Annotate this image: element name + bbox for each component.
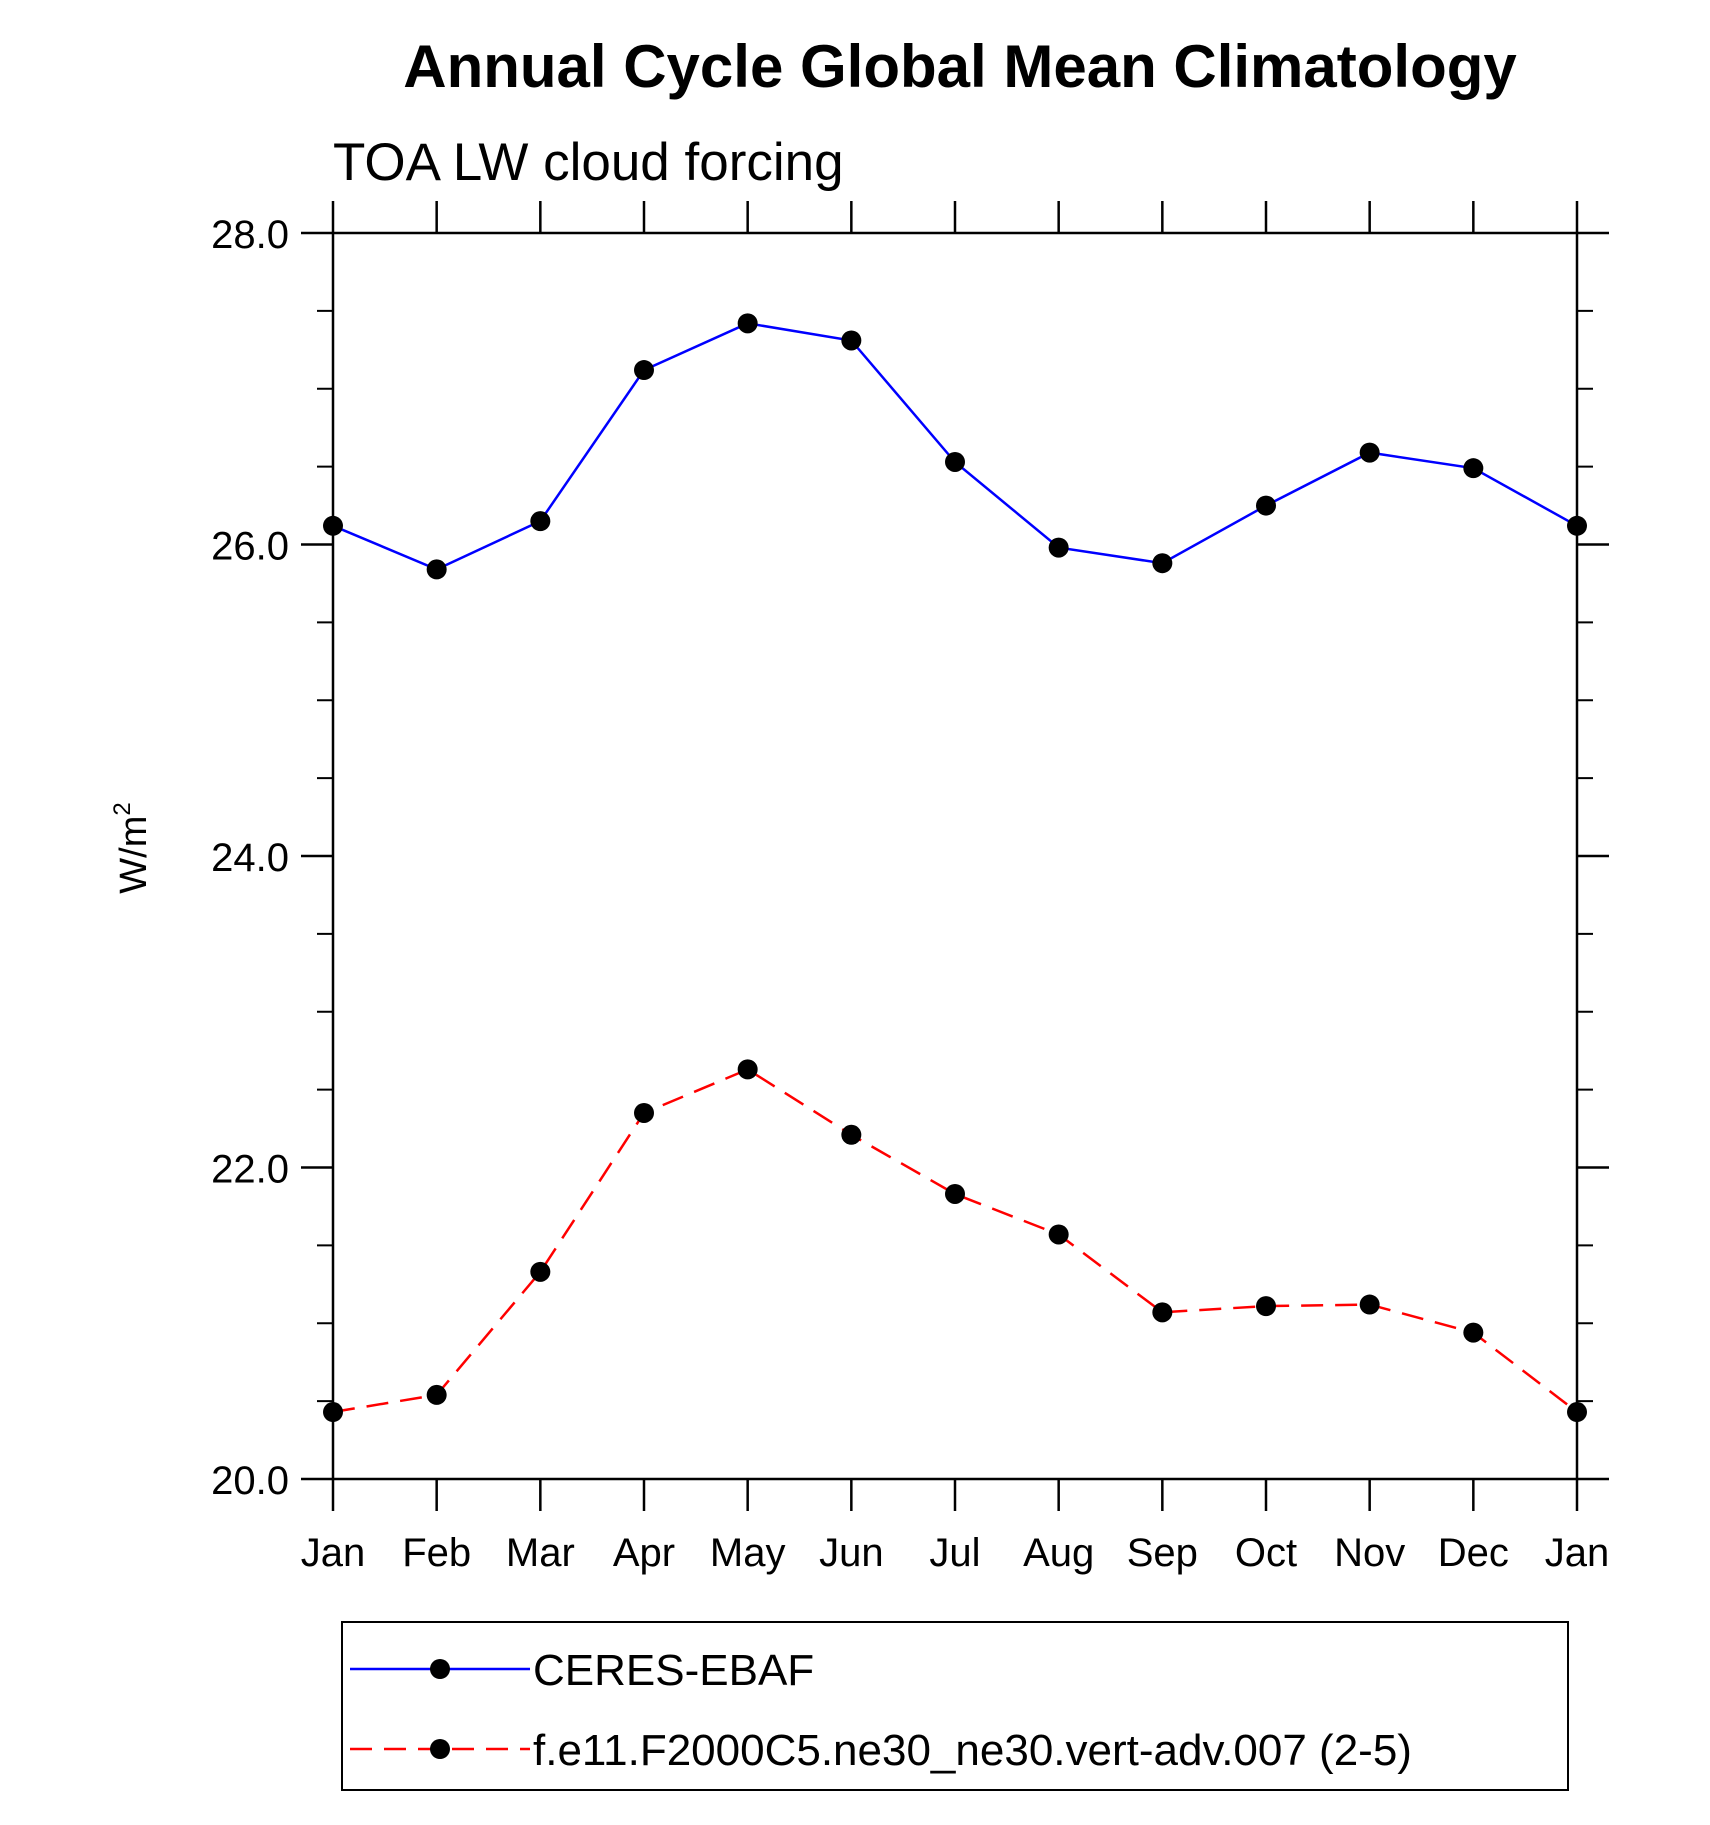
data-point bbox=[634, 1102, 654, 1123]
x-tick-label: Oct bbox=[1235, 1531, 1297, 1575]
x-tick-label: Jan bbox=[301, 1531, 366, 1575]
data-point bbox=[1359, 442, 1380, 463]
svg-text:W/m2: W/m2 bbox=[109, 802, 155, 893]
data-point bbox=[1048, 537, 1069, 558]
chart-subtitle: TOA LW cloud forcing bbox=[333, 133, 844, 192]
data-point bbox=[530, 1261, 551, 1282]
y-axis-label: W/m2 bbox=[109, 802, 155, 893]
data-point bbox=[1463, 458, 1484, 479]
data-point bbox=[841, 330, 862, 351]
data-point bbox=[634, 360, 654, 381]
x-tick-label: Mar bbox=[506, 1531, 575, 1575]
legend-marker bbox=[430, 1659, 450, 1679]
chart-title: Annual Cycle Global Mean Climatology bbox=[403, 33, 1517, 100]
data-point bbox=[1463, 1322, 1484, 1343]
data-point bbox=[1152, 1302, 1173, 1323]
x-tick-label: Jan bbox=[1545, 1531, 1610, 1575]
legend-label: CERES-EBAF bbox=[533, 1646, 814, 1695]
series-1 bbox=[323, 313, 1587, 580]
x-tick-label: Apr bbox=[613, 1531, 675, 1575]
x-tick-label: Dec bbox=[1438, 1531, 1509, 1575]
series-line bbox=[332, 322, 1578, 571]
series-line bbox=[332, 1067, 1578, 1414]
y-tick-label: 22.0 bbox=[211, 1148, 289, 1192]
data-point bbox=[1256, 1296, 1276, 1317]
data-point bbox=[426, 1384, 447, 1405]
x-tick-label: Sep bbox=[1127, 1531, 1198, 1575]
x-tick-label: Nov bbox=[1334, 1531, 1405, 1575]
x-tick-label: Jul bbox=[929, 1531, 980, 1575]
y-axis-label-text: W/m bbox=[113, 816, 155, 894]
data-point bbox=[426, 559, 447, 580]
data-point bbox=[945, 451, 965, 472]
plot-frame bbox=[331, 231, 1579, 1481]
y-tick-label: 26.0 bbox=[211, 525, 289, 569]
y-tick-label: 20.0 bbox=[211, 1459, 289, 1503]
data-point bbox=[530, 511, 551, 532]
y-axis-label-superscript: 2 bbox=[109, 802, 136, 815]
x-tick-label: May bbox=[710, 1531, 786, 1575]
ticks-layer: 20.0 22.0 24.0 26.0 28.0 Jan Feb Mar Apr May Jun Ju… bbox=[211, 201, 1609, 1575]
x-tick-label: Aug bbox=[1023, 1531, 1094, 1575]
data-point bbox=[737, 1059, 758, 1080]
series-layer bbox=[323, 313, 1587, 1423]
data-point bbox=[945, 1183, 965, 1204]
y-tick-label: 24.0 bbox=[211, 836, 289, 880]
data-point bbox=[1048, 1224, 1069, 1245]
data-point bbox=[841, 1124, 862, 1145]
legend-label: f.e11.F2000C5.ne30_ne30.vert-adv.007 (2-… bbox=[533, 1726, 1412, 1775]
data-point bbox=[1152, 553, 1173, 574]
y-tick-label: 28.0 bbox=[211, 213, 289, 257]
x-tick-label: Jun bbox=[819, 1531, 884, 1575]
legend-marker bbox=[430, 1739, 450, 1759]
data-point bbox=[1359, 1294, 1380, 1315]
x-tick-label: Feb bbox=[402, 1531, 471, 1575]
data-point bbox=[737, 313, 758, 334]
series-2 bbox=[323, 1059, 1587, 1423]
legend: CERES-EBAF f.e11.F2000C5.ne30_ne30.vert-a… bbox=[341, 1621, 1569, 1791]
legend-box bbox=[341, 1621, 1569, 1791]
data-point bbox=[1256, 495, 1276, 516]
